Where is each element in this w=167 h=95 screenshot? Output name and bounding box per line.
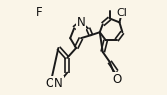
Text: N: N	[77, 16, 85, 29]
Text: N: N	[54, 77, 63, 90]
Text: O: O	[46, 77, 55, 90]
Text: Cl: Cl	[116, 8, 127, 17]
Text: O: O	[112, 73, 121, 86]
Text: F: F	[36, 6, 43, 19]
